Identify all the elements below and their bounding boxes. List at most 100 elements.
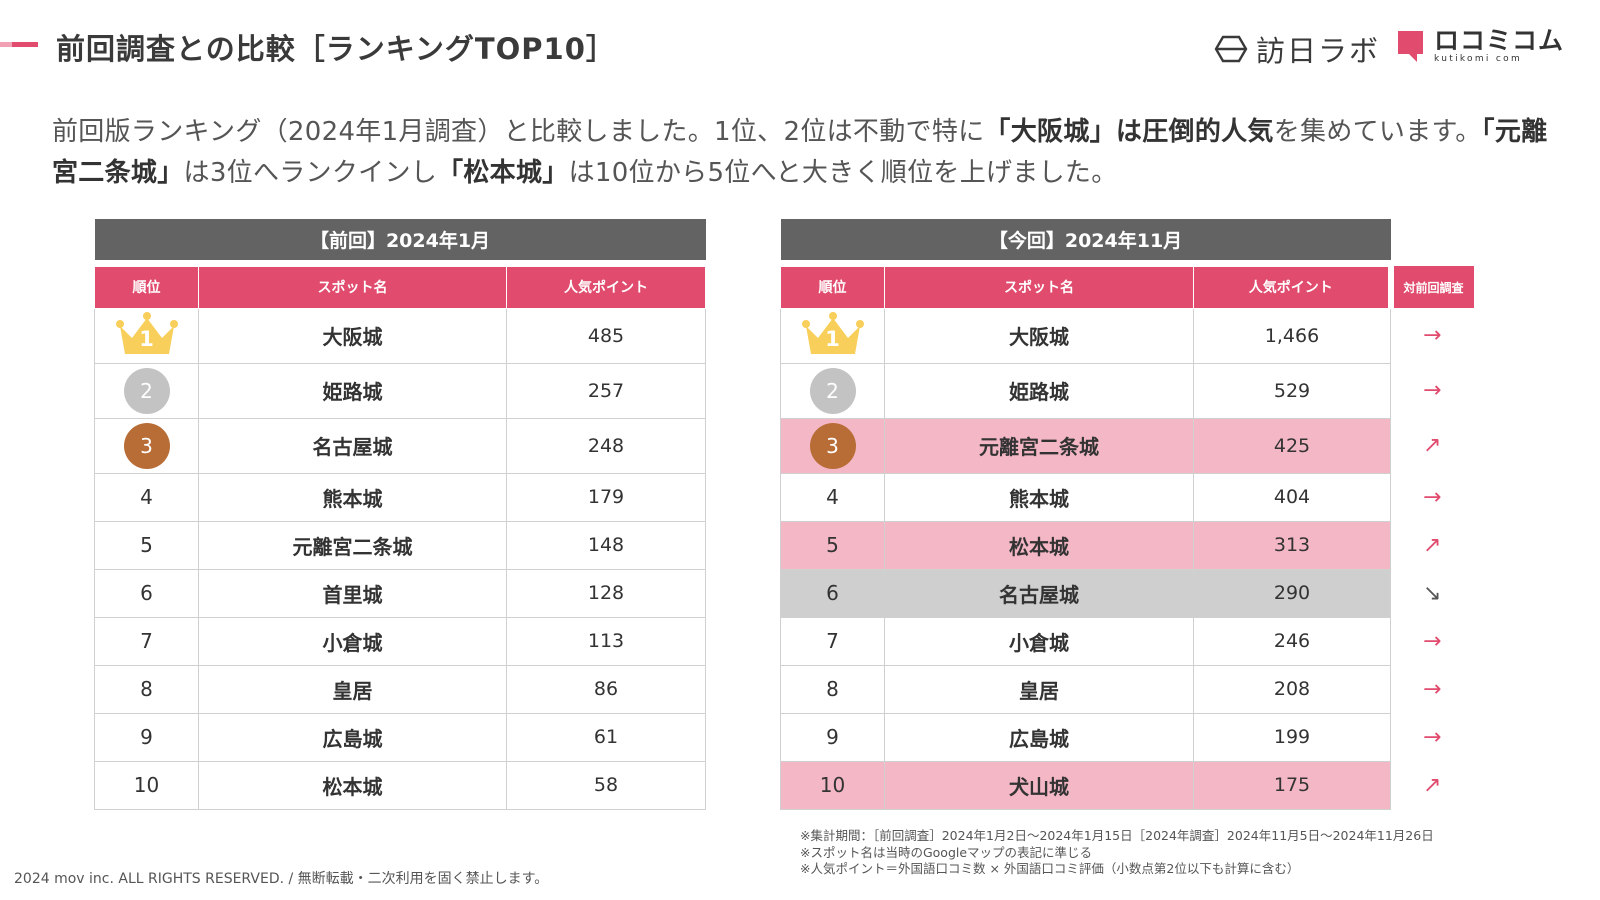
rank-cell: 6 <box>94 568 199 618</box>
rank-cell: 10 <box>780 760 885 810</box>
table-row: 9 広島城 61 <box>94 712 707 762</box>
rank-number: 6 <box>140 581 153 605</box>
previous-ranking-caption: 【前回】2024年1月 <box>94 219 706 260</box>
rank-cell: 2 <box>780 362 885 419</box>
arrow-down-right-icon: ↘ <box>1423 580 1442 606</box>
table-row: 9 広島城 199 → <box>780 712 1474 762</box>
previous-ranking-table: 【前回】2024年1月 順位 スポット名 人気ポイント 1 大阪城 485 2 姫路城 2… <box>94 219 707 810</box>
spot-name-cell: 皇居 <box>884 664 1194 714</box>
points-cell: 58 <box>505 760 707 810</box>
table-row: 7 小倉城 113 <box>94 616 707 666</box>
rank-number: 2 <box>140 378 153 403</box>
rank-cell: 1 <box>780 307 885 364</box>
table-row: 2 姫路城 529 → <box>780 362 1474 419</box>
rank-cell: 5 <box>94 520 199 570</box>
table-row: 10 犬山城 175 ↗ <box>780 760 1474 810</box>
spot-name-cell: 名古屋城 <box>884 568 1194 618</box>
intro-emphasis-nijo: 「元離宮二条城」 <box>52 117 1548 188</box>
rank-cell: 7 <box>780 616 885 666</box>
table-row: 5 松本城 313 ↗ <box>780 520 1474 570</box>
intro-emphasis-osaka: 「大阪城」は圧倒的人気 <box>984 117 1274 147</box>
rank-number: 1 <box>825 327 840 351</box>
arrow-up-right-icon: ↗ <box>1423 772 1442 798</box>
column-header-spot-name: スポット名 <box>884 265 1194 309</box>
points-cell: 199 <box>1192 712 1392 762</box>
arrow-right-icon: → <box>1423 676 1442 702</box>
spot-name-cell: 元離宮二条城 <box>198 520 507 570</box>
bronze-medal-icon: 3 <box>809 422 856 469</box>
table-row: 2 姫路城 257 <box>94 362 707 419</box>
intro-text-1: 前回版ランキング（2024年1月調査）と比較しました。1位、2位は不動で特に <box>52 117 985 147</box>
spot-name-cell: 大阪城 <box>198 307 507 364</box>
rank-number: 4 <box>826 485 839 509</box>
points-cell: 313 <box>1192 520 1392 570</box>
spot-name-cell: 名古屋城 <box>198 417 507 474</box>
spot-name-cell: 広島城 <box>198 712 507 762</box>
spot-name-cell: 犬山城 <box>884 760 1194 810</box>
rank-number: 5 <box>140 533 153 557</box>
arrow-right-icon: → <box>1423 628 1442 654</box>
column-header-points: 人気ポイント <box>1192 265 1392 309</box>
table-row: 1 大阪城 485 <box>94 307 707 364</box>
points-cell: 485 <box>505 307 707 364</box>
rank-cell: 2 <box>94 362 199 419</box>
intro-emphasis-matsumoto: 「松本城」 <box>437 158 569 188</box>
houjin-labo-logo: 訪日ラボ <box>1214 28 1380 70</box>
rank-cell: 8 <box>780 664 885 714</box>
spot-name-cell: 姫路城 <box>884 362 1194 419</box>
spot-name-cell: 小倉城 <box>198 616 507 666</box>
gold-crown-icon: 1 <box>114 310 180 361</box>
title-accent-bar <box>0 42 38 47</box>
table-row: 8 皇居 208 → <box>780 664 1474 714</box>
rank-number: 1 <box>139 327 154 351</box>
spot-name-cell: 松本城 <box>884 520 1194 570</box>
spot-name-cell: 松本城 <box>198 760 507 810</box>
table-notes: ※集計期間：［前回調査］2024年1月2日〜2024年1月15日［2024年調査… <box>800 828 1434 878</box>
points-cell: 128 <box>505 568 707 618</box>
rank-cell: 8 <box>94 664 199 714</box>
note-spot-name: ※スポット名は当時のGoogleマップの表記に準じる <box>800 844 1093 860</box>
points-cell: 290 <box>1192 568 1392 618</box>
silver-medal-icon: 2 <box>809 367 856 414</box>
spot-name-cell: 皇居 <box>198 664 507 714</box>
spot-name-cell: 熊本城 <box>884 472 1194 522</box>
spot-name-cell: 首里城 <box>198 568 507 618</box>
rank-cell: 3 <box>94 417 199 474</box>
rank-cell: 9 <box>94 712 199 762</box>
points-cell: 529 <box>1192 362 1392 419</box>
kuchikomi-com-logo-text: ロコミコム <box>1434 26 1565 55</box>
rank-number: 7 <box>826 629 839 653</box>
rank-cell: 4 <box>94 472 199 522</box>
table-row: 5 元離宮二条城 148 <box>94 520 707 570</box>
rank-cell: 6 <box>780 568 885 618</box>
rank-number: 10 <box>133 773 160 797</box>
table-row: 10 松本城 58 <box>94 760 707 810</box>
arrow-right-icon: → <box>1423 323 1442 348</box>
points-cell: 179 <box>505 472 707 522</box>
points-cell: 148 <box>505 520 707 570</box>
rank-number: 2 <box>826 378 839 403</box>
table-row: 8 皇居 86 <box>94 664 707 714</box>
rank-number: 4 <box>140 485 153 509</box>
arrow-up-right-icon: ↗ <box>1423 433 1442 458</box>
current-ranking-table: 【今回】2024年11月 順位 スポット名 人気ポイント 対前回調査 1 大阪城 1… <box>780 219 1474 810</box>
bronze-medal-icon: 3 <box>123 422 170 469</box>
rank-number: 3 <box>826 433 839 458</box>
intro-text-4: は10位から5位へと大きく順位を上げました。 <box>568 158 1118 188</box>
rank-number: 10 <box>819 773 846 797</box>
spot-name-cell: 元離宮二条城 <box>884 417 1194 474</box>
houjin-labo-logo-text: 訪日ラボ <box>1256 34 1381 68</box>
rank-number: 8 <box>140 677 153 701</box>
table-row: 7 小倉城 246 → <box>780 616 1474 666</box>
table-row: 4 熊本城 179 <box>94 472 707 522</box>
rank-number: 6 <box>826 581 839 605</box>
kuchikomi-com-logo-sub: kutikomi com <box>1434 54 1523 64</box>
arrow-right-icon: → <box>1423 724 1442 750</box>
spot-name-cell: 姫路城 <box>198 362 507 419</box>
rank-cell: 9 <box>780 712 885 762</box>
points-cell: 425 <box>1192 417 1392 474</box>
spot-name-cell: 広島城 <box>884 712 1194 762</box>
table-row: 3 名古屋城 248 <box>94 417 707 474</box>
silver-medal-icon: 2 <box>123 367 170 414</box>
table-row: 4 熊本城 404 → <box>780 472 1474 522</box>
